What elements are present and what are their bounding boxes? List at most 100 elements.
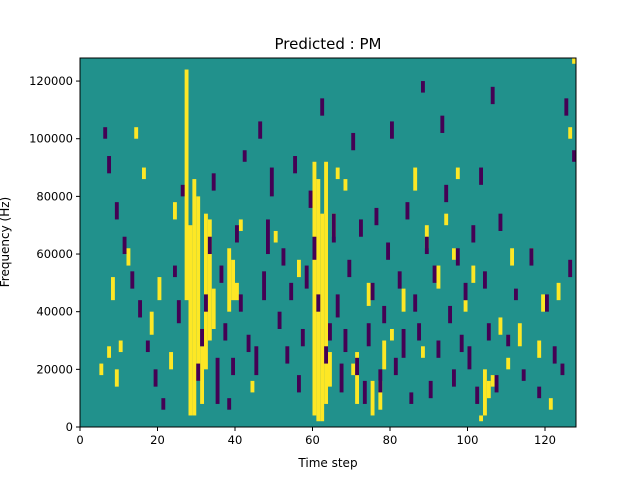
x-tick-label: 40 (228, 433, 243, 447)
heatmap-cell-low (281, 248, 286, 266)
heatmap-cell-high (204, 213, 208, 370)
heatmap-cell-high (184, 69, 189, 301)
heatmap-cell-low (145, 340, 150, 353)
heatmap-cell-low (483, 271, 487, 289)
heatmap-cell-high (273, 230, 278, 243)
heatmap-cell-low (176, 300, 181, 324)
heatmap-cell-high (211, 288, 216, 329)
heatmap-cell-low (568, 259, 573, 278)
heatmap-cell-high (366, 282, 371, 306)
heatmap-cell-high (506, 357, 511, 370)
heatmap-cell-low (293, 156, 298, 174)
y-tick-label: 40000 (36, 305, 73, 319)
heatmap-cell-low (103, 127, 108, 139)
heatmap-cell-low (339, 363, 344, 393)
heatmap-cell-high (486, 380, 491, 399)
heatmap-cell-high (169, 352, 174, 370)
x-tick-label: 20 (150, 433, 165, 447)
heatmap-cell-low (564, 98, 569, 116)
heatmap-cell-high (343, 179, 348, 191)
heatmap-cell-low (215, 357, 220, 404)
heatmap-cell-high (335, 167, 340, 180)
heatmap-cell-low (161, 398, 166, 410)
heatmap-cell-low (370, 282, 375, 301)
x-tick-label: 100 (457, 433, 479, 447)
heatmap-cell-high (231, 259, 236, 301)
heatmap-cell-low (114, 202, 119, 220)
heatmap-cell-high (537, 340, 542, 358)
y-tick-label: 0 (66, 420, 73, 434)
heatmap-cell-low (374, 207, 379, 226)
heatmap-cell-low (529, 248, 534, 266)
heatmap-cell-high (390, 328, 394, 341)
heatmap-cell-high (483, 369, 487, 416)
heatmap-cell-high (99, 363, 104, 376)
heatmap-cell-high (541, 294, 546, 312)
heatmap-cell-high (401, 288, 406, 312)
heatmap-cell-low (432, 265, 437, 283)
heatmap-cell-low (196, 363, 201, 381)
heatmap-cell-low (506, 334, 511, 347)
heatmap-cell-high (455, 167, 460, 180)
heatmap-cell-low (393, 357, 398, 376)
heatmap-cell-low (242, 150, 247, 162)
heatmap-cell-low (552, 346, 557, 364)
heatmap-cell-high (498, 317, 503, 335)
y-tick-label: 100000 (29, 132, 73, 146)
heatmap-cell-high (452, 248, 456, 260)
heatmap-cell-low (463, 282, 468, 301)
heatmap-cell-low (475, 386, 480, 404)
heatmap-cell-high (517, 323, 522, 347)
heatmap-cell-low (173, 265, 177, 278)
heatmap-cell-low (409, 392, 414, 404)
heatmap-cell-high (471, 265, 476, 283)
heatmap-cell-low (320, 98, 325, 116)
heatmap-cell-low (514, 288, 518, 301)
x-tick-label: 60 (305, 433, 320, 447)
heatmap-cell-low (382, 305, 387, 324)
heatmap-cell-low (424, 236, 429, 255)
plot-frame (79, 57, 577, 428)
heatmap-cell-low (401, 328, 406, 358)
heatmap-cell-high (382, 340, 387, 370)
heatmap-cell-low (444, 184, 449, 203)
heatmap-cell-high (421, 346, 425, 358)
heatmap-cell-low (266, 219, 270, 255)
heatmap-cell-low (207, 236, 212, 255)
heatmap-cell-low (153, 369, 158, 387)
heatmap-cell-low (459, 334, 464, 353)
heatmap-cell-high (200, 346, 205, 404)
heatmap-cell-high (444, 213, 449, 226)
heatmap-cell-low (440, 115, 445, 133)
heatmap-cell-high (351, 363, 356, 376)
heatmap-cell-high (572, 58, 577, 64)
heatmap-cell-high (328, 352, 332, 387)
heatmap-cell-low (231, 357, 236, 376)
heatmap-cell-high (413, 167, 418, 191)
heatmap-cell-low (572, 150, 577, 162)
heatmap-cell-high (157, 277, 162, 301)
heatmap-cell-low (258, 121, 263, 139)
heatmap-cells (99, 58, 577, 422)
heatmap-cell-low (122, 236, 127, 255)
heatmap-cell-low (359, 219, 363, 237)
heatmap-cell-low (331, 213, 336, 243)
heatmap-cell-high (207, 219, 212, 341)
heatmap-cell-high (490, 375, 495, 387)
heatmap-cell-high (118, 340, 123, 353)
heatmap-cell-high (548, 398, 553, 410)
heatmap-cell-high (436, 265, 441, 289)
heatmap-cell-high (463, 300, 468, 312)
heatmap-cell-high (134, 127, 139, 139)
heatmap-cell-low (397, 271, 402, 289)
heatmap-cell-low (300, 328, 305, 347)
heatmap-cell-low (355, 357, 360, 376)
heatmap-cell-low (227, 398, 232, 410)
heatmap-cell-low (285, 346, 290, 364)
heatmap-cell-high (510, 248, 515, 266)
heatmap-cell-high (149, 311, 154, 335)
heatmap-cell-low (490, 86, 495, 105)
heatmap-cell-low (428, 380, 433, 399)
heatmap-cell-low (455, 248, 460, 266)
heatmap-cell-high (250, 380, 255, 393)
